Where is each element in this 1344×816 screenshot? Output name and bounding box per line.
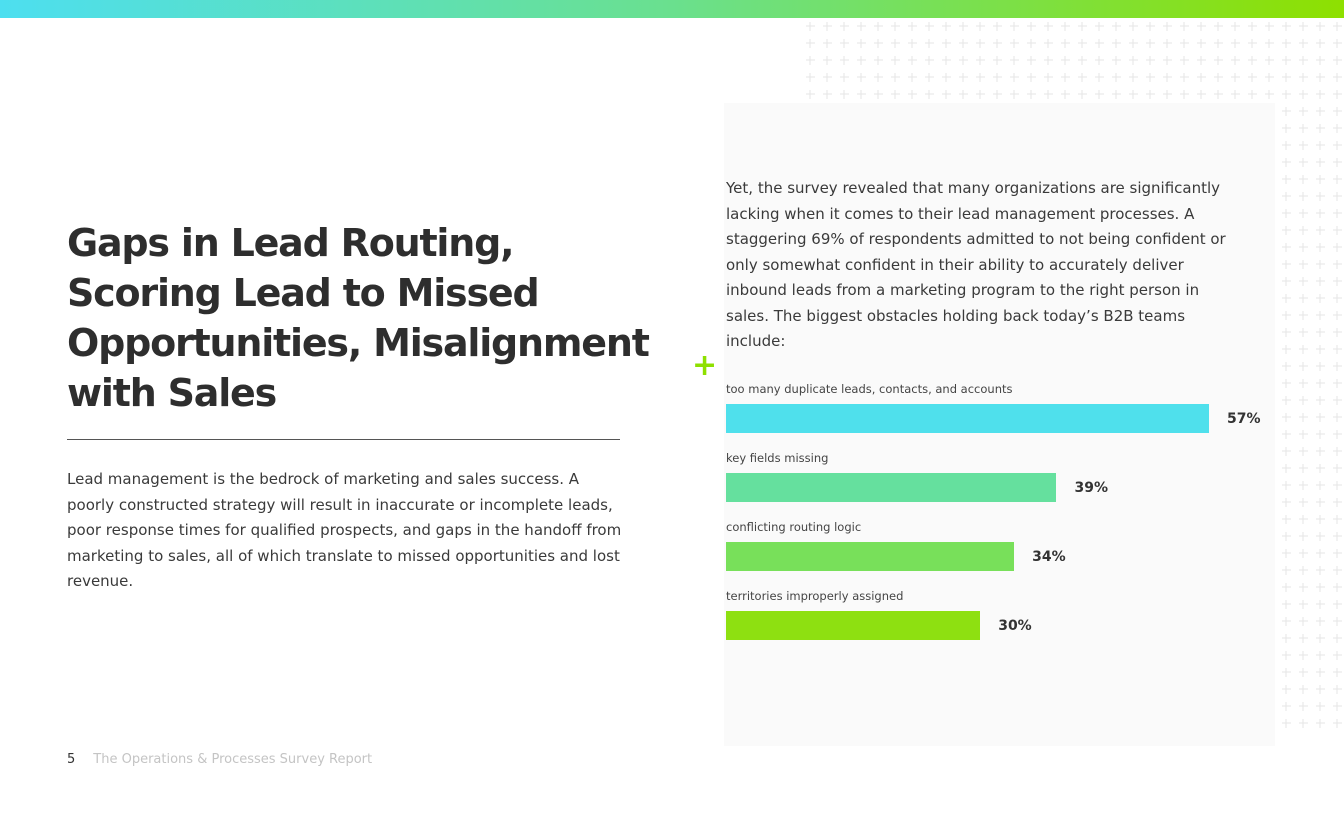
divider <box>67 439 620 440</box>
page-title: Gaps in Lead Routing, Scoring Lead to Mi… <box>67 221 650 415</box>
report-title: The Operations & Processes Survey Report <box>93 752 373 767</box>
bar-category-label: key fields missing <box>726 451 829 465</box>
footer: 5 The Operations & Processes Survey Repor… <box>67 752 372 767</box>
bar-value-label: 39% <box>1074 480 1108 496</box>
bar-category-label: conflicting routing logic <box>726 520 862 534</box>
gradient-header-bar <box>0 0 1344 18</box>
bar-value-label: 57% <box>1227 411 1261 427</box>
bar <box>726 542 1015 571</box>
intro-paragraph: Yet, the survey revealed that many organ… <box>726 179 1226 350</box>
plus-icon: + <box>692 348 718 383</box>
bar-value-label: 30% <box>998 618 1032 634</box>
bar-category-label: too many duplicate leads, contacts, and … <box>726 382 1013 396</box>
bar-value-label: 34% <box>1032 549 1066 565</box>
bar-category-label: territories improperly assigned <box>726 589 904 603</box>
bar <box>726 473 1057 502</box>
lead-paragraph: Lead management is the bedrock of market… <box>67 470 622 590</box>
bar <box>726 611 981 640</box>
plus-pattern-decoration <box>806 22 1342 728</box>
page-number: 5 <box>67 752 76 767</box>
bar <box>726 404 1209 433</box>
